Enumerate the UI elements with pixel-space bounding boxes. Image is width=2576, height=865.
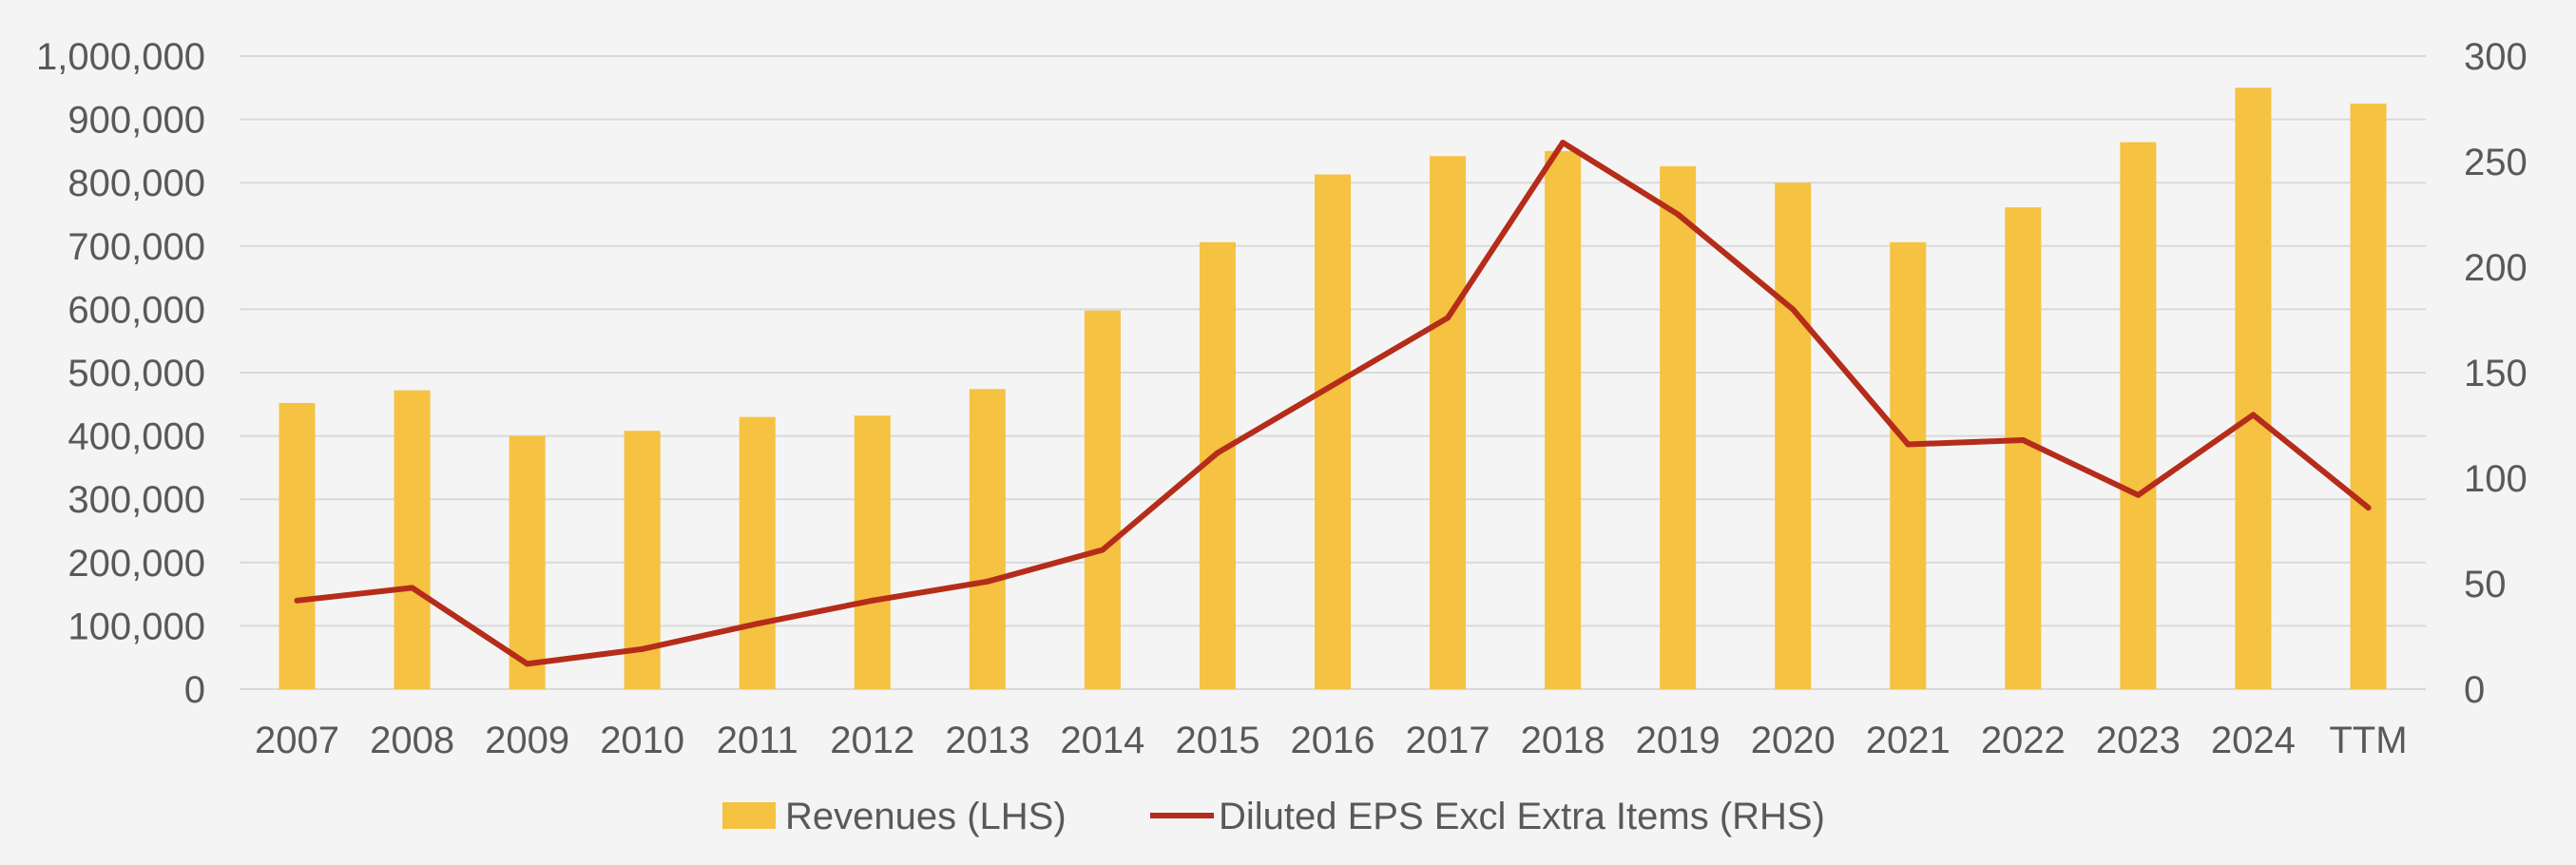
legend: Revenues (LHS) Diluted EPS Excl Extra It… [722, 796, 1825, 837]
x-axis-tick-label: 2023 [2096, 720, 2181, 761]
revenue-bar-2021 [1890, 241, 1927, 689]
x-axis-tick-label: 2012 [830, 720, 914, 761]
revenue-bar-2013 [969, 389, 1006, 689]
right-axis-tick-label: 250 [2464, 142, 2528, 183]
eps-point-2023 [2135, 491, 2142, 498]
revenue-bar-2014 [1084, 310, 1121, 689]
revenue-bar-2009 [509, 435, 546, 689]
left-axis-tick-label: 100,000 [67, 606, 205, 647]
eps-point-2021 [1905, 441, 1912, 448]
eps-point-2014 [1099, 547, 1105, 553]
x-axis-tick-label: 2021 [1866, 720, 1951, 761]
eps-point-2024 [2250, 412, 2257, 418]
revenue-bar-2012 [854, 415, 891, 689]
right-axis-tick-label: 100 [2464, 458, 2528, 500]
revenue-bar-2018 [1545, 150, 1582, 689]
x-axis-tick-label: 2022 [1981, 720, 2066, 761]
left-axis-tick-label: 300,000 [67, 479, 205, 521]
eps-point-2018 [1560, 140, 1567, 146]
x-axis-tick-label: 2017 [1406, 720, 1490, 761]
x-axis-tick-label: 2020 [1751, 720, 1836, 761]
left-axis-tick-label: 0 [184, 669, 205, 711]
left-axis-tick-label: 1,000,000 [36, 36, 205, 78]
revenue-bar-2024 [2235, 87, 2272, 690]
revenue-bar-2019 [1660, 165, 1697, 689]
right-axis-tick-label: 0 [2464, 669, 2485, 711]
x-axis-labels: 2007 2008 2009 2010 2011 2012 2013 2014 2015 2016… [255, 720, 2408, 761]
x-axis-tick-label: 2007 [255, 720, 339, 761]
x-axis-tick-label: 2013 [945, 720, 1029, 761]
eps-point-2010 [639, 645, 645, 652]
right-axis-labels: 0 50 100 150 200 250 300 [2464, 36, 2528, 711]
right-axis-tick-label: 150 [2464, 353, 2528, 394]
revenue-bar-2011 [739, 416, 776, 689]
x-axis-tick-label: 2011 [717, 720, 798, 761]
eps-point-2007 [294, 597, 300, 604]
eps-point-2019 [1675, 211, 1682, 218]
x-axis-tick-label: 2016 [1291, 720, 1375, 761]
eps-point-2012 [869, 597, 875, 604]
x-axis-tick-label: 2008 [370, 720, 454, 761]
x-axis-tick-label: 2010 [600, 720, 684, 761]
eps-point-2015 [1214, 450, 1221, 456]
revenue-bars [279, 87, 2387, 690]
right-axis-tick-label: 200 [2464, 247, 2528, 289]
legend-revenue-swatch [722, 802, 776, 829]
legend-revenue-label: Revenues (LHS) [785, 796, 1067, 837]
x-axis-tick-label: 2019 [1636, 720, 1721, 761]
eps-point-2013 [984, 578, 990, 585]
revenue-bar-2016 [1315, 174, 1351, 690]
eps-point-2011 [754, 621, 760, 627]
x-axis-tick-label: 2018 [1521, 720, 1605, 761]
eps-point-ttm [2365, 505, 2372, 511]
left-axis-tick-label: 600,000 [67, 289, 205, 331]
eps-point-2008 [409, 585, 415, 591]
left-axis-tick-label: 900,000 [67, 100, 205, 142]
revenue-bar-2017 [1430, 156, 1467, 689]
revenue-bar-2007 [279, 402, 316, 689]
right-axis-tick-label: 300 [2464, 36, 2528, 78]
revenue-bar-2020 [1775, 183, 1812, 689]
left-axis-tick-label: 200,000 [67, 543, 205, 585]
revenue-bar-ttm [2350, 103, 2387, 689]
eps-point-2020 [1790, 306, 1797, 313]
revenue-bar-2023 [2120, 142, 2157, 690]
revenue-bar-2008 [394, 390, 431, 689]
legend-eps-label: Diluted EPS Excl Extra Items (RHS) [1219, 796, 1825, 837]
left-axis-tick-label: 800,000 [67, 163, 205, 204]
x-axis-tick-label: TTM [2329, 720, 2407, 761]
eps-point-2022 [2020, 437, 2027, 444]
eps-line-group [294, 140, 2372, 667]
x-axis-tick-label: 2009 [485, 720, 569, 761]
left-axis-tick-label: 400,000 [67, 416, 205, 458]
left-axis-tick-label: 500,000 [67, 353, 205, 394]
right-axis-tick-label: 50 [2464, 564, 2507, 606]
x-axis-tick-label: 2024 [2211, 720, 2296, 761]
eps-point-2009 [524, 661, 530, 667]
x-axis-tick-label: 2015 [1175, 720, 1259, 761]
eps-point-2017 [1445, 315, 1451, 321]
left-axis-tick-label: 700,000 [67, 226, 205, 268]
eps-point-2016 [1330, 382, 1336, 389]
left-axis-labels: 0 100,000 200,000 300,000 400,000 500,000 600,… [36, 36, 205, 711]
x-axis-tick-label: 2014 [1060, 720, 1144, 761]
